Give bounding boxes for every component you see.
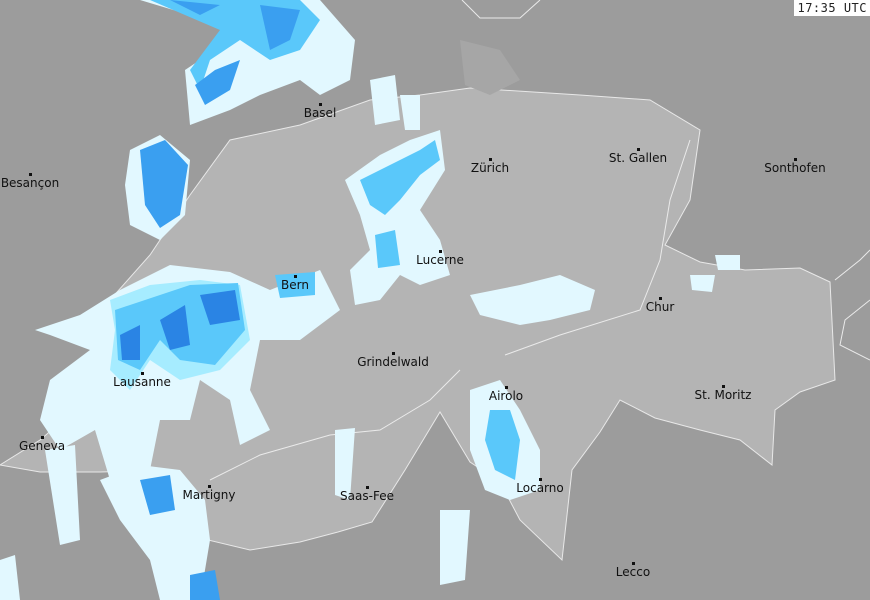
city-label: Lecco bbox=[615, 565, 651, 579]
border bbox=[461, 0, 541, 19]
city-marker bbox=[659, 297, 662, 300]
city-label: Geneva bbox=[18, 439, 66, 453]
city-label: Saas-Fee bbox=[340, 489, 394, 503]
city-marker bbox=[637, 148, 640, 151]
city-label: Airolo bbox=[488, 389, 524, 403]
precipitation-layer bbox=[0, 0, 740, 600]
river bbox=[504, 139, 691, 356]
city-marker bbox=[294, 275, 297, 278]
country-switzerland bbox=[0, 87, 836, 562]
precipitation-cell bbox=[485, 410, 520, 480]
city-marker bbox=[141, 372, 144, 375]
precipitation-cell bbox=[140, 140, 188, 228]
city-label: Sonthofen bbox=[764, 161, 826, 175]
city-marker bbox=[539, 478, 542, 481]
precipitation-cell bbox=[100, 465, 210, 600]
city-label: Zürich bbox=[470, 161, 510, 175]
precipitation-cell bbox=[140, 475, 220, 600]
city-marker bbox=[319, 103, 322, 106]
city-label: Besançon bbox=[0, 176, 60, 190]
precipitation-cell bbox=[345, 130, 450, 305]
city-marker bbox=[489, 158, 492, 161]
city-marker bbox=[722, 385, 725, 388]
city-label: St. Gallen bbox=[608, 151, 668, 165]
region-north bbox=[460, 40, 520, 95]
city-label: St. Moritz bbox=[694, 388, 752, 402]
precipitation-cell bbox=[360, 140, 440, 268]
precipitation-cell bbox=[120, 290, 240, 360]
city-marker bbox=[505, 386, 508, 389]
city-label: Locarno bbox=[516, 481, 564, 495]
border bbox=[834, 249, 870, 281]
city-marker bbox=[208, 485, 211, 488]
city-label: Lucerne bbox=[416, 253, 464, 267]
precipitation-cell bbox=[275, 272, 315, 298]
city-label: Grindelwald bbox=[357, 355, 429, 369]
city-label: Bern bbox=[281, 278, 309, 292]
border bbox=[839, 299, 870, 361]
city-marker bbox=[632, 562, 635, 565]
city-marker bbox=[439, 250, 442, 253]
city-label: Martigny bbox=[182, 488, 236, 502]
city-marker bbox=[41, 436, 44, 439]
city-label: Chur bbox=[645, 300, 675, 314]
city-marker bbox=[794, 158, 797, 161]
city-label: Basel bbox=[303, 106, 337, 120]
city-marker bbox=[29, 173, 32, 176]
city-label: Lausanne bbox=[113, 375, 171, 389]
precipitation-cell bbox=[370, 75, 740, 292]
precipitation-cell bbox=[170, 0, 300, 105]
city-marker bbox=[392, 352, 395, 355]
timestamp: 17:35 UTC bbox=[794, 0, 870, 16]
precipitation-cell bbox=[470, 275, 595, 325]
city-marker bbox=[366, 486, 369, 489]
river bbox=[209, 369, 461, 481]
